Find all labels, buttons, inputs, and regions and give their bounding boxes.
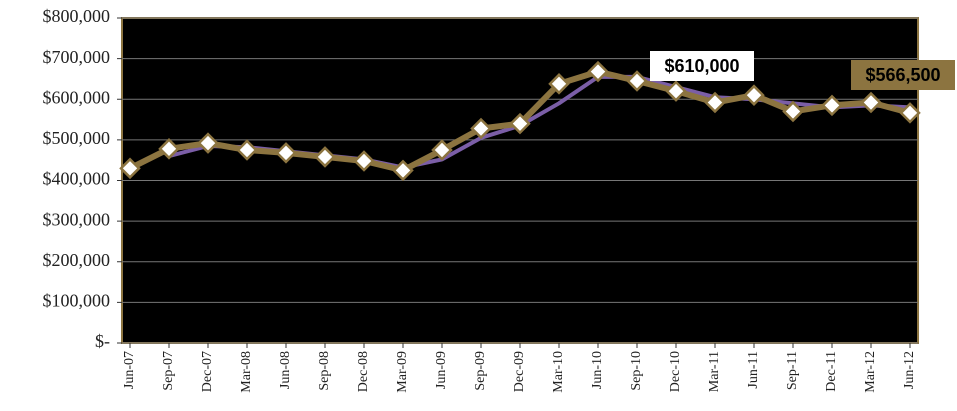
x-tick-label: Sep-10 [629,351,644,391]
x-tick-label: Jun-11 [746,351,761,389]
point-marker [743,84,765,106]
y-tick-label: $700,000 [43,47,111,67]
x-tick-label: Jun-07 [122,351,137,389]
point-marker [509,112,531,135]
point-marker [704,91,726,114]
point-marker [587,60,609,83]
x-tick-label: Mar-09 [395,351,410,393]
x-tick-label: Jun-08 [278,351,293,389]
x-tick-label: Sep-08 [317,351,332,391]
y-tick-label: $300,000 [43,209,111,229]
y-tick-label: $200,000 [43,250,111,270]
x-tick-label: Jun-10 [590,351,605,389]
point-marker [353,150,375,172]
point-marker [548,73,570,95]
point-marker [314,146,336,168]
value-label: $610,000 [664,56,739,76]
point-marker [236,139,258,161]
x-tick-label: Dec-09 [512,351,527,392]
x-tick-label: Jun-09 [434,351,449,389]
x-tick-label: Jun-12 [902,351,917,389]
point-marker [392,159,414,182]
x-tick-label: Mar-12 [863,351,878,393]
x-tick-label: Sep-11 [785,351,800,390]
y-tick-label: $800,000 [43,6,111,26]
point-marker [782,100,804,123]
point-marker [821,94,843,117]
value-label: $566,500 [865,65,940,85]
y-tick-label: $400,000 [43,169,111,189]
x-tick-label: Mar-10 [551,351,566,393]
point-marker [899,102,921,124]
y-tick-label: $500,000 [43,128,111,148]
point-marker [860,91,882,114]
point-marker [275,142,297,164]
y-tick-label: $100,000 [43,291,111,311]
x-tick-label: Sep-09 [473,351,488,391]
x-tick-label: Mar-11 [707,351,722,392]
x-tick-label: Dec-08 [356,351,371,392]
point-marker [626,70,648,92]
x-tick-label: Sep-07 [161,351,176,391]
point-marker [665,80,687,102]
point-marker [470,117,492,140]
point-marker [158,138,180,160]
point-marker [431,139,453,161]
point-marker [119,157,141,180]
x-tick-label: Dec-10 [668,351,683,392]
y-tick-label: $600,000 [43,87,111,107]
x-tick-label: Mar-08 [239,351,254,393]
value-label-box [851,60,955,90]
value-label-box [650,51,754,81]
y-tick-label: $- [95,331,110,351]
x-tick-label: Dec-11 [824,351,839,392]
point-marker [197,132,219,154]
x-tick-label: Dec-07 [200,351,215,392]
